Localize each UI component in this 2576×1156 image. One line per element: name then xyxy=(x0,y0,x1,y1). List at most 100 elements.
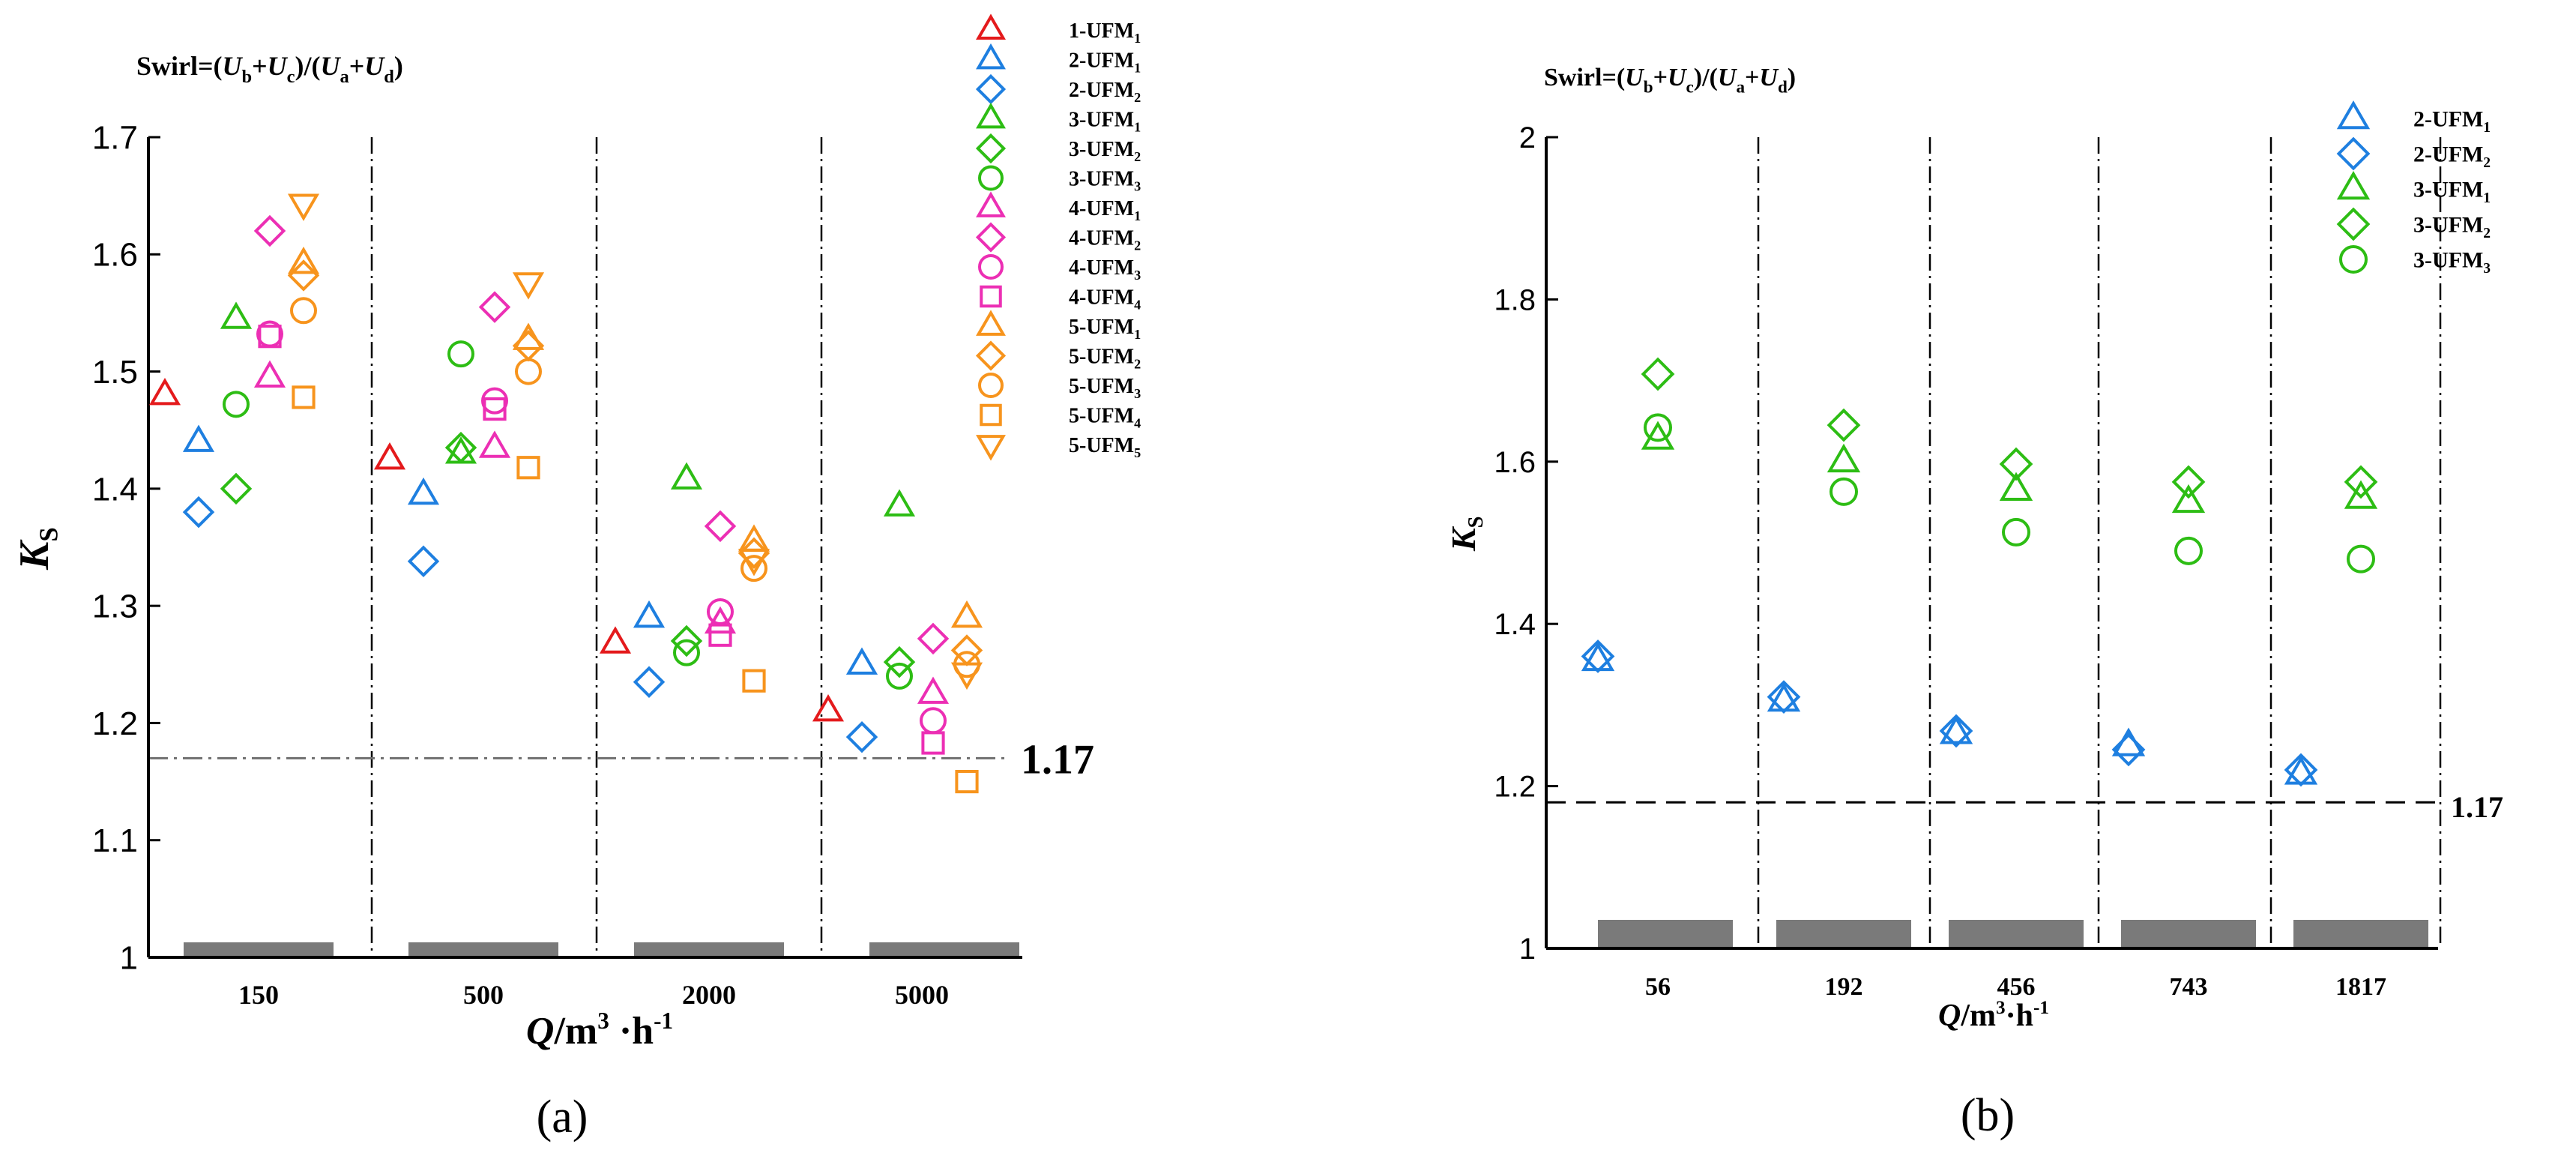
data-point xyxy=(2174,536,2203,565)
formula-text: + xyxy=(349,51,365,81)
legend-entry: 3-UFM2 xyxy=(1069,138,1141,164)
formula-var: U xyxy=(268,51,289,81)
x-axis-label-unit: ·h xyxy=(609,1010,654,1053)
legend-marker xyxy=(975,340,1007,371)
legend-entry: 2-UFM1 xyxy=(2413,107,2491,136)
legend-sub: 4 xyxy=(1134,297,1141,312)
y-axis-label: KS xyxy=(1444,516,1488,552)
formula-var: U xyxy=(1759,64,1779,91)
legend-name: 4-UFM xyxy=(1069,197,1134,220)
x-axis-label-q: Q xyxy=(1938,999,1961,1033)
y-tick-label: 1.6 xyxy=(1494,446,1536,479)
formula-text: )/( xyxy=(295,51,321,81)
data-point xyxy=(670,624,703,657)
x-category-label: 456 xyxy=(1997,973,2036,1001)
formula-text: ) xyxy=(1788,64,1796,91)
data-point xyxy=(148,377,181,406)
legend-marker xyxy=(976,43,1006,70)
data-point xyxy=(1641,421,1675,450)
data-point xyxy=(1827,408,1861,442)
data-point xyxy=(812,693,845,722)
legend-marker xyxy=(980,403,1002,427)
formula-sub: d xyxy=(384,67,394,87)
y-tick-label: 1.5 xyxy=(92,354,138,391)
data-point xyxy=(512,272,545,300)
data-point xyxy=(950,662,983,690)
formula-sub: b xyxy=(1644,78,1653,97)
x-axis-label-sup: 3 xyxy=(1996,998,2006,1018)
data-point xyxy=(516,456,540,480)
data-point xyxy=(258,325,282,349)
data-point xyxy=(920,707,947,735)
formula-var: U xyxy=(1668,64,1688,91)
legend-name: 3-UFM xyxy=(1069,108,1134,131)
legend-marker xyxy=(978,165,1004,191)
legend-name: 5-UFM xyxy=(1069,375,1134,398)
data-point xyxy=(292,385,316,409)
formula-sub: c xyxy=(287,67,295,87)
data-point xyxy=(1581,642,1615,672)
data-point xyxy=(950,600,983,628)
legend-marker xyxy=(2336,100,2371,130)
legend-name: 3-UFM xyxy=(2413,178,2483,202)
data-point xyxy=(444,431,477,464)
legend-sub: 1 xyxy=(1134,31,1141,46)
data-point xyxy=(478,291,511,323)
data-point xyxy=(633,666,666,698)
legend-marker xyxy=(978,254,1004,280)
data-point xyxy=(704,510,737,543)
panel-b: Swirl=(Ub+Uc)/(Ua+Ud)1.1711.21.41.61.825… xyxy=(1444,64,2503,1141)
data-point xyxy=(955,769,979,794)
data-point xyxy=(182,424,215,452)
formula-sub: a xyxy=(340,67,349,87)
x-category-label: 743 xyxy=(2170,973,2208,1001)
data-point xyxy=(287,193,320,221)
data-point xyxy=(478,430,511,458)
data-point xyxy=(742,669,766,693)
x-category-label: 5000 xyxy=(895,980,949,1010)
legend-entry: 5-UFM5 xyxy=(1069,434,1141,460)
data-point xyxy=(2111,732,2146,767)
data-point xyxy=(2284,753,2318,787)
formula-text: ) xyxy=(394,51,403,81)
formula-var: U xyxy=(1625,64,1645,91)
legend-name: 2-UFM xyxy=(2413,107,2483,132)
legend-marker xyxy=(2339,245,2368,274)
data-point xyxy=(223,391,250,418)
legend-entry: 4-UFM2 xyxy=(1069,226,1141,253)
legend-sub: 3 xyxy=(1134,268,1141,283)
x-axis-label-unit: /m xyxy=(1960,999,1996,1033)
data-point xyxy=(2344,465,2378,499)
data-point xyxy=(1581,639,1615,673)
legend-name: 2-UFM xyxy=(1069,79,1134,102)
formula-sub: a xyxy=(1736,78,1745,97)
data-point xyxy=(1827,443,1861,473)
y-axis-label-sub: S xyxy=(34,527,63,541)
x-category-label: 56 xyxy=(1645,973,1671,1001)
legend-name: 2-UFM xyxy=(1069,49,1134,72)
legend-sub: 1 xyxy=(1134,119,1141,134)
legend-sub: 2 xyxy=(1134,149,1141,164)
data-point xyxy=(1644,413,1672,442)
data-point xyxy=(407,545,440,577)
data-point xyxy=(447,340,474,368)
legend-sub: 3 xyxy=(2483,261,2491,277)
data-point xyxy=(599,626,632,654)
data-point xyxy=(670,462,703,490)
category-bar xyxy=(634,942,784,957)
legend-marker xyxy=(980,285,1002,308)
data-point xyxy=(886,662,913,690)
data-point xyxy=(845,647,878,675)
y-axis-label-main: K xyxy=(11,539,58,571)
y-axis-label-main: K xyxy=(1444,526,1482,552)
legend-entry: 3-UFM1 xyxy=(2413,178,2491,207)
category-bar xyxy=(2121,920,2256,948)
legend-sub: 1 xyxy=(2483,190,2491,206)
y-tick-label: 1 xyxy=(1519,933,1536,966)
reference-label: 1.17 xyxy=(2451,790,2503,824)
data-point xyxy=(515,358,542,385)
data-point xyxy=(921,731,945,755)
category-bar xyxy=(408,942,558,957)
data-point xyxy=(917,622,950,655)
